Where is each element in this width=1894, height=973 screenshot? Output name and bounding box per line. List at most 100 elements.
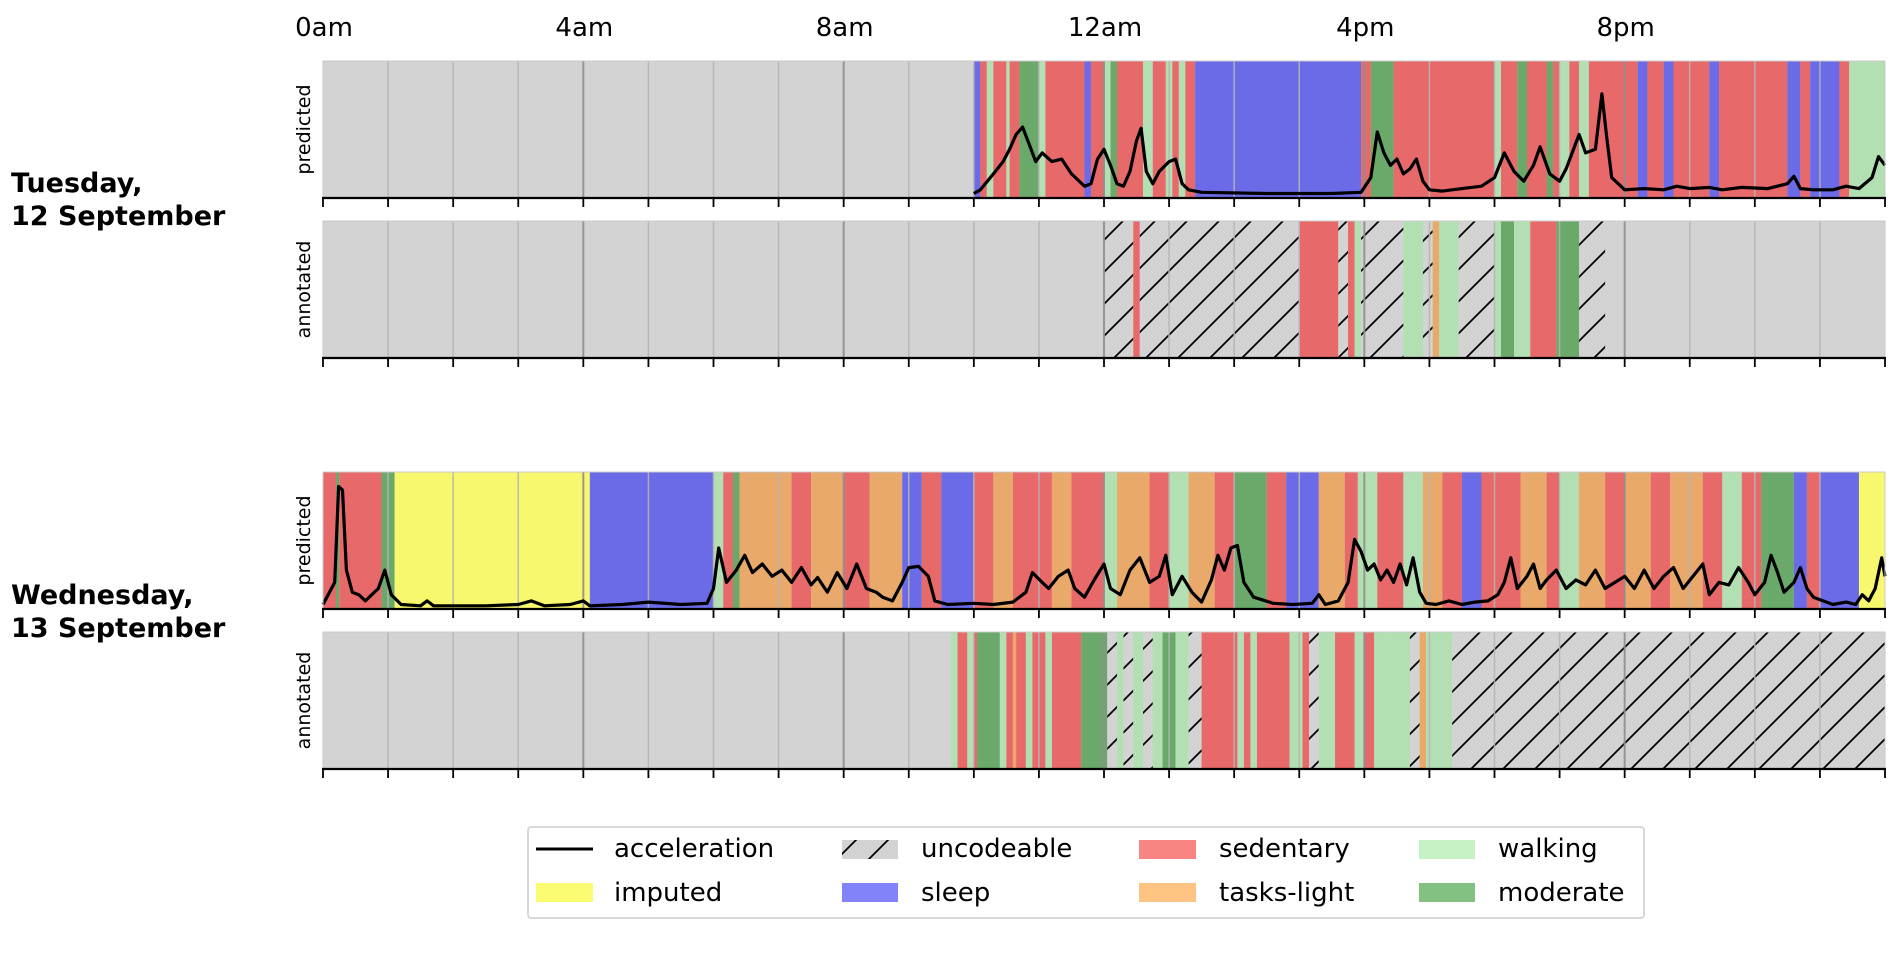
legend-frame	[527, 826, 1645, 919]
segment-tasks-light	[1051, 472, 1072, 609]
segment-tasks-light	[869, 472, 903, 609]
legend-label-moderate: moderate	[1498, 878, 1625, 908]
segment-walking	[986, 61, 994, 198]
segment-tasks-light	[1432, 221, 1440, 358]
segment-sedentary	[1800, 61, 1811, 198]
segment-sedentary	[1501, 61, 1518, 198]
segment-moderate	[1019, 61, 1039, 198]
hour-tick-label: 8pm	[1596, 13, 1654, 43]
segment-tasks-light	[1579, 472, 1606, 609]
segment-sedentary	[1256, 632, 1290, 769]
legend-swatch-imputed	[536, 883, 593, 902]
segment-walking	[1318, 632, 1336, 769]
segment-sedentary	[1546, 472, 1560, 609]
segment-tasks-light	[1012, 632, 1017, 769]
segment-sleep	[902, 472, 922, 609]
segment-sleep	[1819, 472, 1859, 609]
row-label: predicted	[293, 84, 315, 174]
segment-sedentary	[1009, 61, 1020, 198]
segment-sedentary	[1569, 61, 1580, 198]
segment-walking	[1514, 221, 1531, 358]
segment-tasks-light	[1188, 472, 1215, 609]
segment-uncodeable	[1579, 221, 1606, 358]
segment-walking	[1354, 221, 1362, 358]
segment-uncodeable	[1143, 632, 1153, 769]
segment-uncodeable	[1452, 632, 1885, 769]
legend-label-imputed: imputed	[614, 878, 722, 908]
day-title-date: 13 September	[11, 613, 226, 644]
segment-sleep	[1286, 472, 1319, 609]
segment-uncodeable	[1409, 632, 1420, 769]
segment-walking	[1559, 472, 1580, 609]
segment-sedentary	[1377, 472, 1404, 609]
legend-swatch-moderate	[1419, 883, 1475, 902]
segment-sedentary	[1741, 472, 1762, 609]
segment-sedentary	[1045, 61, 1085, 198]
segment-walking	[1396, 632, 1410, 769]
segment-walking	[1494, 221, 1502, 358]
hour-tick-label: 4pm	[1336, 13, 1394, 43]
segment-tasks-light	[1520, 472, 1547, 609]
segment-moderate	[733, 472, 740, 609]
segment-moderate	[1110, 61, 1118, 198]
segment-walking	[1357, 472, 1378, 609]
segment-sleep	[1810, 61, 1840, 198]
segment-tasks-light	[739, 472, 792, 609]
segment-sleep	[1663, 61, 1674, 198]
segment-sedentary	[1149, 472, 1170, 609]
segment-sedentary	[1243, 632, 1251, 769]
segment-walking	[1289, 632, 1303, 769]
segment-walking	[1426, 632, 1453, 769]
timeline-row: predicted	[293, 60, 1887, 207]
segment-walking	[1143, 61, 1153, 198]
segment-uncodeable	[1188, 632, 1202, 769]
segment-sedentary	[1702, 472, 1723, 609]
segment-walking	[1038, 61, 1046, 198]
segment-walking	[1849, 61, 1885, 198]
segment-walking	[1722, 472, 1742, 609]
segment-sleep	[1461, 472, 1482, 609]
segment-sedentary	[993, 61, 1007, 198]
segment-sleep	[1084, 61, 1091, 198]
legend: acceleration uncodeable sedentary walkin…	[527, 826, 1645, 919]
segment-moderate	[1556, 221, 1580, 358]
segment-moderate	[1517, 61, 1528, 198]
segment-walking	[713, 472, 724, 609]
segment-tasks-light	[1624, 472, 1651, 609]
segment-walking	[1387, 632, 1397, 769]
segment-walking	[1178, 61, 1186, 198]
segment-walking	[1354, 632, 1365, 769]
legend-swatch-uncodeable	[842, 840, 898, 859]
segment-walking	[1559, 61, 1570, 198]
segment-tasks-light	[1419, 632, 1427, 769]
segment-sedentary	[1302, 632, 1310, 769]
segment-sedentary	[1133, 221, 1140, 358]
segment-walking	[967, 632, 974, 769]
segment-sedentary	[1719, 61, 1788, 198]
legend-swatch-tasks-light	[1139, 883, 1196, 902]
segment-walking	[1117, 632, 1124, 769]
acceleration-line	[321, 484, 1887, 608]
segment-uncodeable	[1139, 221, 1300, 358]
segment-sedentary	[973, 472, 994, 609]
segment-sedentary	[1806, 472, 1820, 609]
segment-sedentary	[1299, 221, 1339, 358]
segment-walking	[1006, 61, 1010, 198]
legend-swatch-walking	[1419, 840, 1475, 859]
legend-label-tasks-light: tasks-light	[1219, 878, 1354, 908]
segment-walking	[1133, 632, 1144, 769]
segment-sedentary	[1266, 472, 1287, 609]
segment-sedentary	[957, 632, 968, 769]
segment-tasks-light	[1422, 472, 1443, 609]
segment-sleep	[1195, 61, 1362, 198]
segment-walking	[1104, 61, 1111, 198]
segment-sleep	[973, 61, 981, 198]
segment-sleep	[1709, 61, 1720, 198]
segment-moderate	[977, 632, 1000, 769]
segment-sedentary	[1647, 61, 1664, 198]
segment-walking	[1025, 632, 1033, 769]
segment-walking	[1374, 632, 1388, 769]
acceleration-line	[973, 92, 1887, 196]
segment-moderate	[1546, 61, 1554, 198]
